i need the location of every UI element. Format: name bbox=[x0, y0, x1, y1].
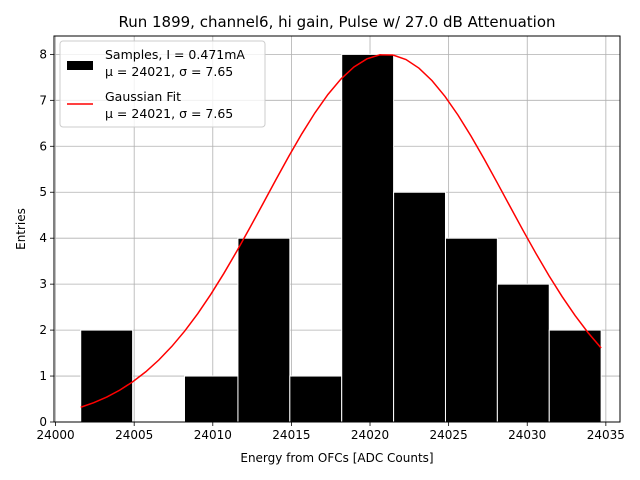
legend-label-samples: Samples, I = 0.471mA bbox=[105, 47, 245, 62]
y-tick-label: 0 bbox=[39, 415, 47, 429]
histogram-bar bbox=[548, 329, 602, 423]
x-axis-ticks: 24000 24005 24010 24015 24020 24025 24030 24035 bbox=[36, 422, 625, 442]
legend-stats-fit: μ = 24021, σ = 7.65 bbox=[105, 106, 233, 121]
histogram-bar bbox=[80, 329, 134, 423]
legend-box bbox=[59, 40, 266, 128]
histogram-bars bbox=[80, 53, 602, 423]
x-tick-label: 24020 bbox=[351, 428, 389, 442]
histogram-bar bbox=[496, 283, 550, 423]
histogram-bar bbox=[341, 53, 395, 423]
y-axis-label: Entries bbox=[14, 208, 28, 250]
y-tick-label: 4 bbox=[39, 231, 47, 245]
y-tick-label: 5 bbox=[39, 185, 47, 199]
gaussian-fit bbox=[80, 54, 602, 408]
x-axis-label: Energy from OFCs [ADC Counts] bbox=[240, 451, 433, 465]
x-tick-label: 24005 bbox=[115, 428, 153, 442]
y-tick-label: 8 bbox=[39, 47, 47, 61]
y-tick-label: 3 bbox=[39, 277, 47, 291]
x-tick-label: 24030 bbox=[508, 428, 546, 442]
histogram-bar bbox=[289, 375, 343, 423]
x-tick-label: 24035 bbox=[587, 428, 625, 442]
gaussian-fit-line bbox=[80, 54, 602, 408]
x-tick-label: 24010 bbox=[194, 428, 232, 442]
histogram-bar bbox=[444, 237, 498, 423]
legend-swatch-samples bbox=[67, 61, 93, 70]
legend-label-fit: Gaussian Fit bbox=[105, 89, 181, 104]
histogram-bar bbox=[237, 237, 291, 423]
histogram-bar bbox=[393, 191, 446, 423]
y-tick-label: 6 bbox=[39, 139, 47, 153]
plot-frame bbox=[53, 35, 621, 423]
y-axis-ticks: 0 1 2 3 4 5 6 7 8 bbox=[39, 47, 54, 429]
x-tick-label: 24015 bbox=[272, 428, 310, 442]
y-tick-label: 7 bbox=[39, 93, 47, 107]
legend: Samples, I = 0.471mA μ = 24021, σ = 7.65… bbox=[59, 40, 266, 128]
x-tick-label: 24025 bbox=[430, 428, 468, 442]
x-tick-label: 24000 bbox=[36, 428, 74, 442]
histogram-bar bbox=[183, 375, 239, 423]
y-tick-label: 2 bbox=[39, 323, 47, 337]
legend-stats-samples: μ = 24021, σ = 7.65 bbox=[105, 64, 233, 79]
y-tick-label: 1 bbox=[39, 369, 47, 383]
chart-title: Run 1899, channel6, hi gain, Pulse w/ 27… bbox=[118, 13, 555, 31]
